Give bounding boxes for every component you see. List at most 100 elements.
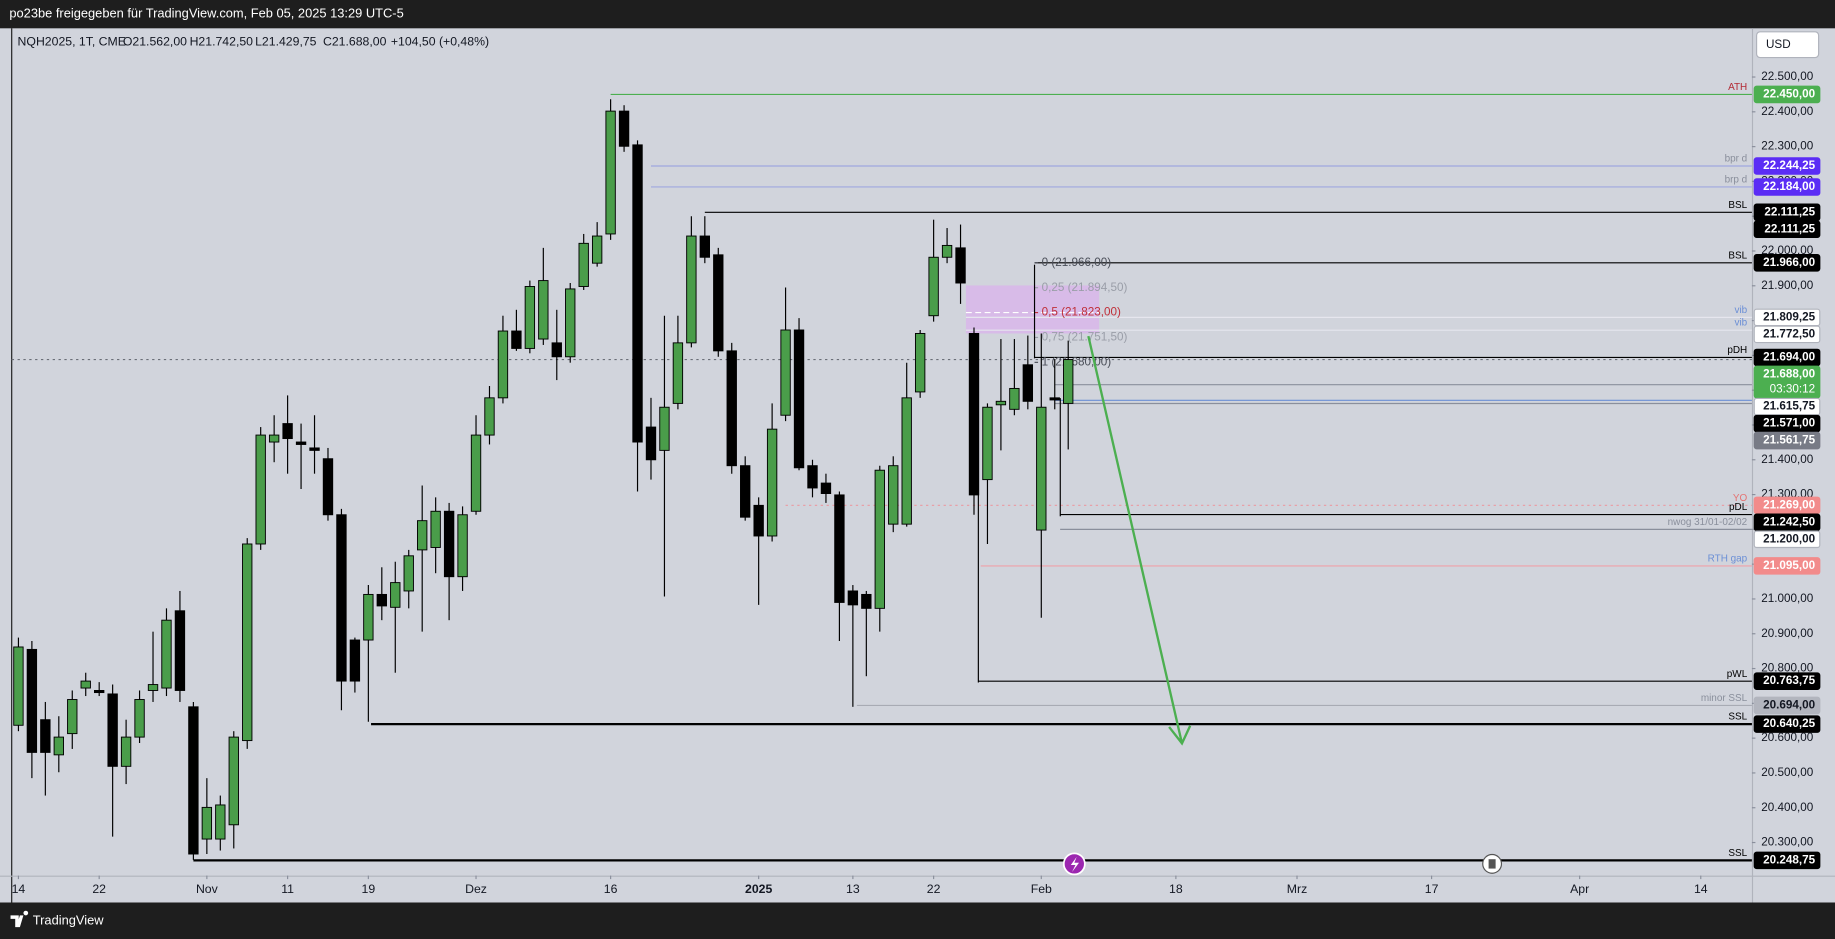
price-badge: [1753, 557, 1821, 575]
y-tick-label: 22.000,00: [1761, 244, 1813, 257]
candle-body: [524, 286, 536, 349]
y-tick-label: 20.400,00: [1761, 801, 1813, 814]
level-name: SSL: [1728, 712, 1747, 723]
candle-body: [309, 447, 320, 451]
candle-body: [403, 555, 414, 592]
price-badge-label: 21.242,50: [1763, 515, 1815, 528]
candle-body: [645, 426, 657, 461]
candle-body: [1063, 359, 1074, 404]
candle-body: [390, 582, 401, 608]
candle-body: [147, 684, 159, 691]
x-tick-label: 2025: [745, 882, 772, 896]
level-name: BSL: [1728, 200, 1747, 211]
y-tick-label: 20.600,00: [1761, 731, 1813, 744]
candle-body: [820, 482, 832, 494]
price-badge-label: 21.269,00: [1763, 498, 1815, 511]
candle-body: [268, 434, 280, 443]
level-name: RTH gap: [1708, 554, 1748, 565]
price-badge: [1753, 178, 1821, 196]
x-tick-label: 13: [846, 882, 860, 896]
candle-body: [511, 330, 522, 349]
y-tick-label: 20.800,00: [1761, 662, 1813, 675]
level-name: pDL: [1729, 502, 1748, 513]
candle-body: [26, 648, 38, 753]
candle-body: [349, 639, 361, 682]
x-tick-label: Mrz: [1287, 882, 1307, 896]
price-badge-label: 21.966,00: [1763, 256, 1815, 269]
x-tick-label: 17: [1425, 882, 1439, 896]
price-badge: [1753, 431, 1821, 450]
level-name: bpr d: [1725, 154, 1748, 165]
candle-body: [336, 514, 347, 682]
candle-body: [538, 280, 549, 340]
legend-low: L21.429,75: [255, 35, 317, 49]
candle-body: [740, 465, 751, 518]
level-name: vib: [1735, 305, 1748, 316]
candle-body: [780, 329, 791, 416]
legend-high: H21.742,50: [190, 35, 254, 49]
fib-label: 0,25 (21.894,50): [1042, 281, 1128, 294]
candle-body: [605, 110, 616, 235]
price-badge: [1753, 157, 1821, 175]
price-badge: [1753, 85, 1821, 104]
candle-body: [565, 288, 576, 358]
currency: USD: [1766, 38, 1791, 51]
price-badge-label: 20.640,25: [1763, 717, 1815, 730]
candle-body: [914, 332, 926, 393]
event-icon-glyph: [1070, 856, 1079, 873]
price-badge-label: 22.184,00: [1763, 180, 1815, 193]
candle-body: [834, 494, 845, 603]
price-badge-label: 22.244,25: [1763, 159, 1815, 172]
legend-open: O21.562,00: [123, 35, 187, 49]
candle-body: [322, 458, 334, 516]
share-caption: po23be freigegeben für TradingView.com, …: [9, 6, 403, 21]
chart-background: [0, 28, 1835, 903]
candle-body: [94, 690, 105, 694]
level-name: pWL: [1727, 669, 1748, 680]
candle-body: [295, 441, 307, 445]
candle-body: [901, 397, 912, 525]
candle-body: [591, 235, 603, 264]
price-badge-label: 20.763,75: [1763, 674, 1815, 687]
price-badge-label: 21.772,50: [1763, 327, 1815, 340]
legend-close: C21.688,00: [323, 35, 387, 49]
y-tick-label: 21.400,00: [1761, 453, 1813, 466]
candle-body: [578, 242, 589, 287]
candle-body: [955, 247, 966, 284]
level-name: ATH: [1728, 82, 1747, 93]
footer: [0, 902, 1835, 939]
candle-body: [67, 699, 78, 735]
candle-body: [470, 434, 482, 512]
candle-body: [766, 428, 778, 537]
candle-body: [659, 406, 670, 451]
candle-body: [968, 332, 980, 496]
price-badge-label: 21.200,00: [1763, 532, 1815, 545]
candle-body: [726, 350, 737, 467]
candle-body: [713, 254, 724, 352]
candle-body: [551, 342, 562, 358]
candle-body: [282, 423, 293, 440]
brand-logo: [10, 910, 29, 928]
price-badge: [1753, 696, 1821, 715]
event-icon-glyph: [1488, 859, 1496, 869]
currency-button[interactable]: [1756, 31, 1820, 59]
candle-body: [1022, 364, 1034, 402]
x-tick-label: Dez: [465, 882, 487, 896]
countdown: 03:30:12: [1770, 383, 1816, 396]
candle-body: [1009, 387, 1020, 410]
price-badge: [1753, 530, 1821, 549]
candle-body: [443, 510, 455, 578]
level-name: SSL: [1728, 848, 1747, 859]
y-tick-label: 22.500,00: [1761, 70, 1813, 83]
price-badge-label: 20.694,00: [1763, 699, 1815, 712]
price-badge-label: 21.561,75: [1763, 434, 1815, 447]
y-tick-label: 20.500,00: [1761, 766, 1813, 779]
price-badge-label: 22.111,25: [1764, 222, 1815, 235]
candle-body: [161, 619, 172, 689]
candle-body: [174, 610, 186, 691]
price-badge: [1753, 672, 1821, 690]
candle-body: [430, 510, 441, 548]
x-tick-label: 22: [927, 882, 941, 896]
